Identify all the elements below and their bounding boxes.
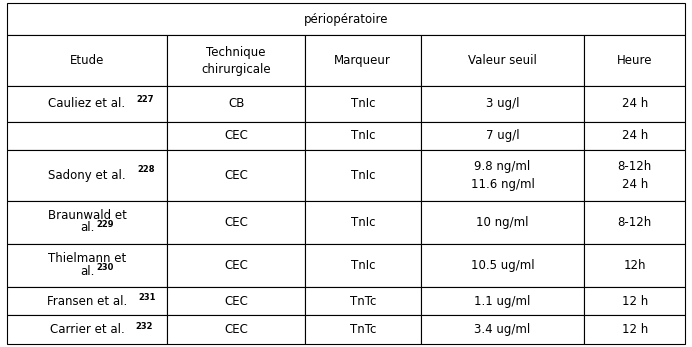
Text: CEC: CEC: [224, 129, 248, 142]
Text: 8-12h: 8-12h: [618, 216, 652, 229]
Bar: [305, 122, 421, 150]
Text: CEC: CEC: [224, 295, 248, 308]
Text: Carrier et al.: Carrier et al.: [50, 323, 125, 336]
Bar: [421, 244, 585, 287]
Bar: [585, 35, 685, 86]
Bar: [305, 150, 421, 201]
Text: 24 h: 24 h: [621, 98, 648, 110]
Text: Thielmann et: Thielmann et: [48, 252, 126, 265]
Bar: [421, 150, 585, 201]
Bar: [421, 86, 585, 122]
Text: Etude: Etude: [70, 54, 104, 67]
Text: 9.8 ng/ml
11.6 ng/ml: 9.8 ng/ml 11.6 ng/ml: [471, 160, 534, 191]
Bar: [7, 150, 167, 201]
Bar: [7, 35, 167, 86]
Text: 229: 229: [96, 220, 113, 229]
Bar: [7, 86, 167, 122]
Bar: [585, 315, 685, 344]
Text: 7 ug/l: 7 ug/l: [486, 129, 519, 142]
Text: Cauliez et al.: Cauliez et al.: [48, 98, 125, 110]
Text: al.: al.: [80, 264, 94, 278]
Text: 10 ng/ml: 10 ng/ml: [476, 216, 529, 229]
Bar: [305, 244, 421, 287]
Text: Sadony et al.: Sadony et al.: [48, 169, 126, 182]
Text: Marqueur: Marqueur: [334, 54, 391, 67]
Bar: [585, 86, 685, 122]
Text: périopératoire: périopératoire: [304, 13, 388, 26]
Text: TnIc: TnIc: [351, 216, 375, 229]
Text: 10.5 ug/ml: 10.5 ug/ml: [471, 259, 534, 272]
Bar: [585, 150, 685, 201]
Text: TnIc: TnIc: [351, 129, 375, 142]
Text: 1.1 ug/ml: 1.1 ug/ml: [474, 295, 531, 308]
Bar: [7, 122, 167, 150]
Bar: [167, 201, 305, 244]
Text: al.: al.: [80, 221, 94, 234]
Bar: [305, 86, 421, 122]
Text: 232: 232: [135, 322, 153, 331]
Text: 12 h: 12 h: [621, 323, 648, 336]
Text: Technique
chirurgicale: Technique chirurgicale: [201, 46, 271, 76]
Text: CEC: CEC: [224, 216, 248, 229]
Bar: [585, 122, 685, 150]
Text: 230: 230: [96, 263, 113, 272]
Bar: [421, 35, 585, 86]
Bar: [167, 150, 305, 201]
Bar: [7, 315, 167, 344]
Bar: [7, 3, 685, 35]
Bar: [7, 244, 167, 287]
Bar: [305, 287, 421, 315]
Text: CEC: CEC: [224, 323, 248, 336]
Bar: [421, 122, 585, 150]
Text: Valeur seuil: Valeur seuil: [468, 54, 537, 67]
Bar: [305, 201, 421, 244]
Text: CB: CB: [228, 98, 244, 110]
Text: 3.4 ug/ml: 3.4 ug/ml: [475, 323, 531, 336]
Text: Braunwald et: Braunwald et: [48, 209, 127, 222]
Text: 24 h: 24 h: [621, 129, 648, 142]
Bar: [7, 287, 167, 315]
Bar: [167, 86, 305, 122]
Text: CEC: CEC: [224, 169, 248, 182]
Text: TnTc: TnTc: [349, 323, 376, 336]
Bar: [421, 287, 585, 315]
Text: 227: 227: [137, 95, 154, 104]
Bar: [585, 287, 685, 315]
Text: Heure: Heure: [617, 54, 653, 67]
Text: TnIc: TnIc: [351, 169, 375, 182]
Text: 228: 228: [137, 165, 154, 174]
Text: 231: 231: [139, 293, 156, 302]
Text: Fransen et al.: Fransen et al.: [47, 295, 127, 308]
Bar: [421, 315, 585, 344]
Bar: [167, 315, 305, 344]
Bar: [7, 201, 167, 244]
Text: TnIc: TnIc: [351, 98, 375, 110]
Text: TnTc: TnTc: [349, 295, 376, 308]
Bar: [421, 201, 585, 244]
Text: TnIc: TnIc: [351, 259, 375, 272]
Text: 3 ug/l: 3 ug/l: [486, 98, 519, 110]
Bar: [305, 315, 421, 344]
Text: 12h: 12h: [623, 259, 646, 272]
Bar: [305, 35, 421, 86]
Bar: [167, 35, 305, 86]
Bar: [167, 244, 305, 287]
Text: 12 h: 12 h: [621, 295, 648, 308]
Bar: [585, 244, 685, 287]
Text: 8-12h
24 h: 8-12h 24 h: [618, 160, 652, 191]
Bar: [585, 201, 685, 244]
Bar: [167, 287, 305, 315]
Bar: [167, 122, 305, 150]
Text: CEC: CEC: [224, 259, 248, 272]
